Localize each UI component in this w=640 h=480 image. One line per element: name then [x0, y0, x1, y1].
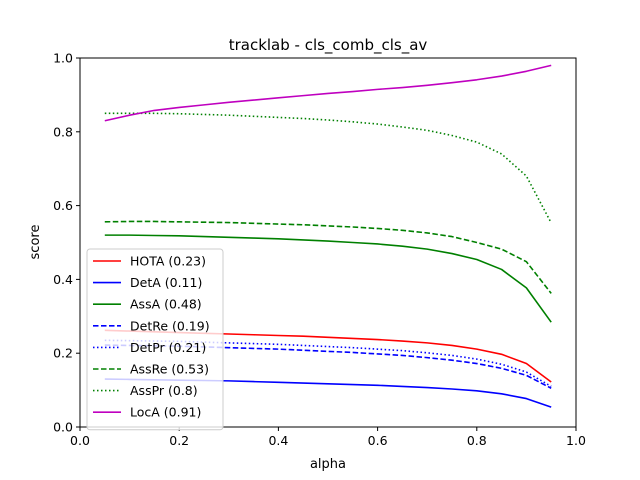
y-tick-label: 0.8 [53, 124, 73, 139]
x-tick-label: 1.0 [566, 433, 586, 448]
x-axis-title: alpha [310, 457, 346, 472]
legend: HOTA (0.23) DetA (0.11) AssA (0.48) DetRe (… [86, 248, 224, 431]
plot-frame [79, 57, 577, 428]
y-tick-label: 1.0 [53, 51, 73, 66]
series-line-assa [104, 234, 552, 323]
legend-label-assa: AssA (0.48) [130, 297, 202, 312]
series-line-loca [104, 64, 552, 122]
y-tick-label: 0.0 [53, 420, 73, 435]
y-tick-label: 0.6 [53, 198, 73, 213]
legend-label-detpr: DetPr (0.21) [130, 340, 206, 355]
legend-label-hota: HOTA (0.23) [130, 254, 206, 269]
legend-label-asspr: AssPr (0.8) [130, 383, 198, 398]
chart-title: tracklab - cls_comb_cls_av [229, 36, 428, 55]
legend-label-assre: AssRe (0.53) [130, 362, 209, 377]
y-tick-label: 0.4 [53, 272, 73, 287]
y-axis-title: score [28, 225, 43, 260]
series-line-detpr [104, 339, 552, 388]
axes-layer: 0.0 0.2 0.4 0.6 0.8 1.0 0.0 0.2 0.4 0.6 0.8 1.0 [53, 51, 586, 449]
x-tick-label: 0.0 [70, 433, 90, 448]
x-tick-label: 0.2 [169, 433, 189, 448]
series-line-assre [104, 220, 552, 294]
y-tick-label: 0.2 [53, 346, 73, 361]
x-tick-label: 0.8 [467, 433, 487, 448]
legend-label-deta: DetA (0.11) [130, 275, 202, 290]
legend-label-detre: DetRe (0.19) [130, 318, 210, 333]
legend-box [86, 248, 224, 431]
legend-label-loca: LocA (0.91) [130, 405, 201, 420]
x-tick-label: 0.4 [268, 433, 288, 448]
x-tick-label: 0.6 [368, 433, 388, 448]
